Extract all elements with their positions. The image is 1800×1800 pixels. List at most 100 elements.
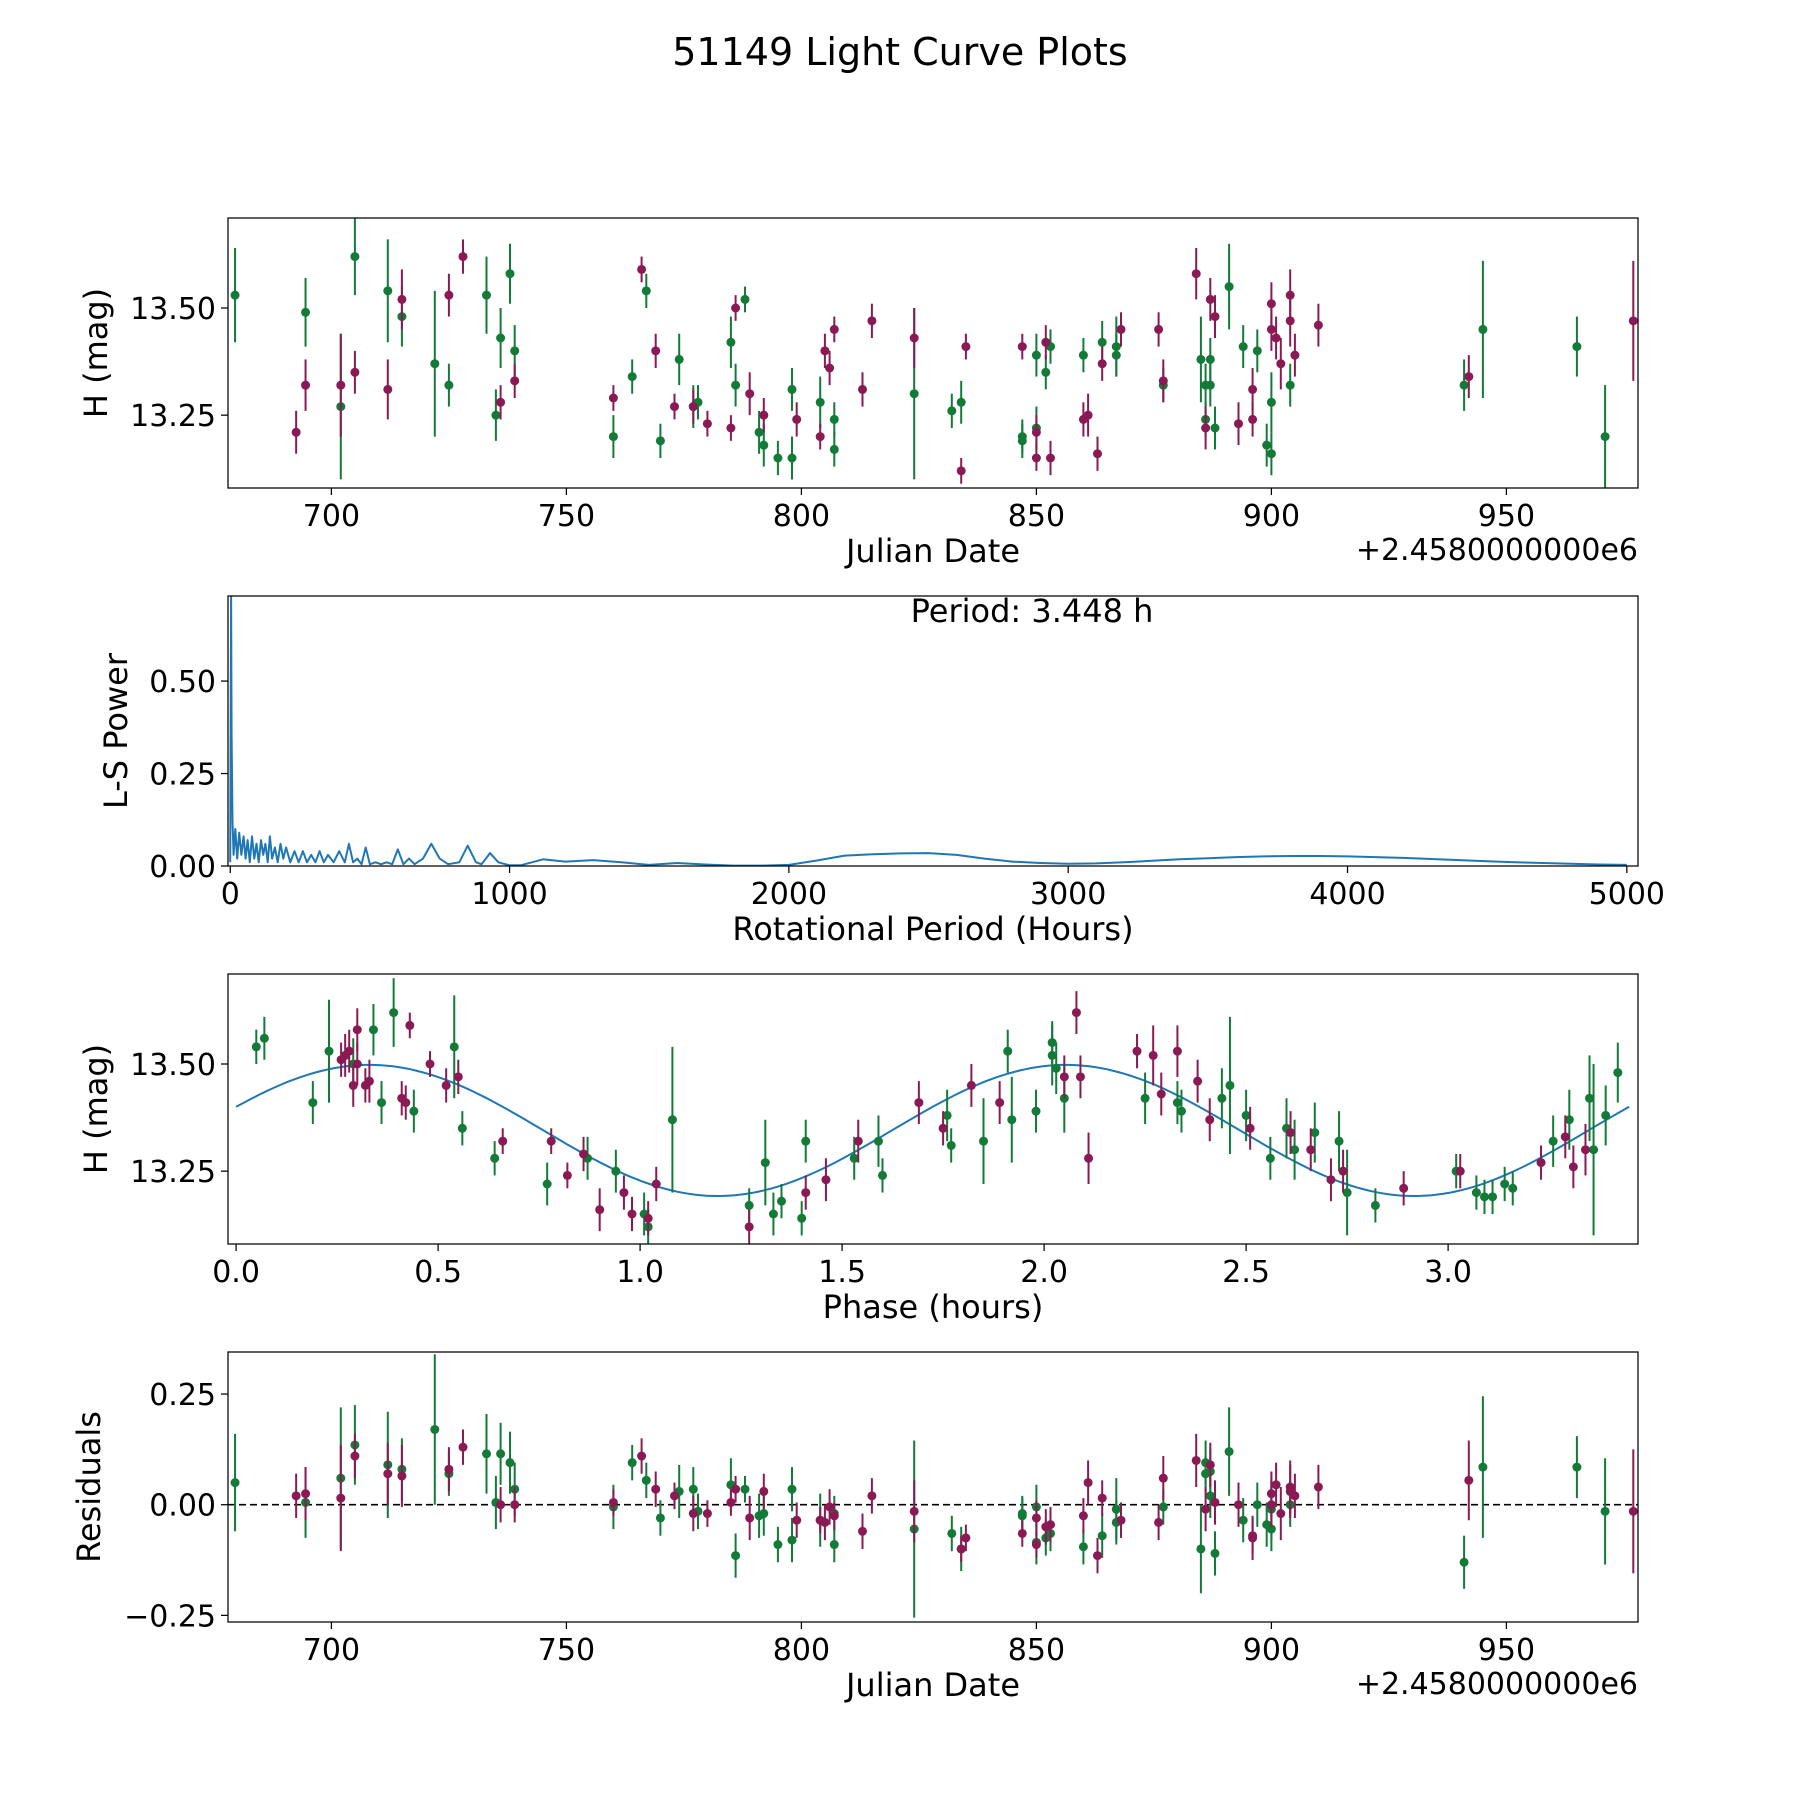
green-data-point	[877, 1170, 887, 1180]
green-data-point	[1097, 337, 1107, 347]
green-data-point	[731, 380, 741, 390]
green-data-point	[849, 1153, 859, 1163]
purple-data-point	[702, 1509, 712, 1519]
purple-data-point	[1046, 453, 1055, 463]
green-data-point	[1310, 1128, 1320, 1138]
purple-data-point	[1132, 1046, 1142, 1056]
purple-data-point	[731, 1484, 741, 1494]
purple-data-point	[1017, 342, 1027, 352]
purple-data-point	[820, 346, 830, 356]
phase-xtick-label: 0.0	[212, 1255, 260, 1290]
purple-data-point	[966, 1080, 976, 1090]
green-data-point	[667, 1115, 677, 1125]
green-data-point	[1370, 1200, 1380, 1210]
purple-data-point	[1266, 299, 1276, 309]
light-curve-ytick-label: 13.50	[130, 292, 216, 327]
periodogram-plot-area	[229, 596, 1627, 866]
green-data-point	[1158, 1502, 1168, 1512]
purple-data-point	[815, 432, 825, 442]
purple-data-point	[1205, 294, 1215, 304]
light-curve-xtick-label: 750	[538, 499, 595, 534]
periodogram-xlabel: Rotational Period (Hours)	[732, 910, 1133, 948]
green-data-point	[1205, 354, 1215, 364]
purple-data-point	[627, 1209, 637, 1219]
panel-phase: 0.0 0.5 1.0 1.5 2.0 2.5 3.0 13.25 13.50 Phase (h…	[77, 973, 1639, 1326]
purple-data-point	[1628, 1506, 1638, 1516]
purple-data-point	[352, 1059, 362, 1069]
green-data-point	[1601, 1110, 1611, 1120]
purple-data-point	[637, 1451, 647, 1461]
purple-data-point	[1093, 1551, 1102, 1561]
green-data-point	[368, 1025, 378, 1035]
green-data-point	[1224, 1447, 1234, 1457]
purple-data-point	[1245, 1123, 1255, 1133]
green-data-point	[1047, 1050, 1057, 1060]
green-data-point	[740, 1484, 750, 1494]
light-curve-plot-area	[230, 218, 1638, 488]
purple-data-point	[1313, 320, 1323, 330]
green-data-point	[505, 1458, 515, 1468]
purple-data-point	[1205, 1115, 1215, 1125]
green-data-point	[1205, 1491, 1215, 1501]
light-curve-xtick-label: 850	[1008, 499, 1065, 534]
purple-data-point	[350, 1451, 360, 1461]
purple-data-point	[1093, 449, 1102, 459]
purple-data-point	[825, 363, 835, 373]
green-data-point	[1007, 1115, 1017, 1125]
purple-data-point	[1266, 324, 1276, 334]
green-data-point	[491, 410, 501, 420]
green-data-point	[1224, 282, 1234, 292]
purple-data-point	[291, 427, 301, 437]
purple-data-point	[853, 1136, 863, 1146]
light-curve-offset-text: +2.4580000000e6	[1356, 533, 1638, 568]
residuals-ytick-label: 0.00	[149, 1489, 216, 1524]
purple-data-point	[1271, 333, 1281, 343]
purple-data-point	[1464, 372, 1474, 382]
green-data-point	[801, 1136, 811, 1146]
green-data-point	[787, 453, 797, 463]
purple-data-point	[702, 419, 712, 429]
periodogram-ticks: 0 1000 2000 3000 4000 5000 0.00 0.25 0.50	[149, 665, 1665, 912]
purple-data-point	[909, 333, 919, 343]
green-data-point	[259, 1033, 269, 1043]
green-data-point	[1548, 1136, 1558, 1146]
green-data-point	[627, 372, 637, 382]
purple-data-point	[745, 1513, 755, 1523]
phase-ylabel: H (mag)	[77, 1044, 115, 1174]
periodogram-ytick-label: 0.50	[149, 665, 216, 700]
green-data-point	[1479, 1192, 1489, 1202]
green-data-point	[873, 1136, 883, 1146]
purple-data-point	[348, 1080, 358, 1090]
green-data-point	[1334, 1136, 1344, 1146]
green-data-point	[490, 1153, 500, 1163]
green-data-point	[1600, 432, 1610, 442]
residuals-xtick-label: 950	[1478, 1633, 1535, 1668]
green-data-point	[496, 1449, 506, 1459]
purple-data-point	[1266, 1500, 1276, 1510]
green-data-point	[389, 1008, 399, 1018]
purple-data-point	[444, 1464, 454, 1474]
residuals-xtick-label: 700	[303, 1633, 360, 1668]
green-data-point	[324, 1046, 334, 1056]
purple-data-point	[651, 346, 661, 356]
purple-data-point	[1158, 1473, 1168, 1483]
green-data-point	[655, 1513, 665, 1523]
purple-data-point	[1290, 350, 1300, 360]
green-data-point	[760, 1158, 770, 1168]
green-data-point	[759, 1509, 769, 1519]
panel-residuals: 700 750 800 850 900 950 −0.25 0.00 0.25 Julian D…	[70, 1351, 1639, 1704]
green-data-point	[1342, 1188, 1352, 1198]
periodogram-ytick-label: 0.00	[149, 850, 216, 885]
purple-data-point	[651, 1179, 661, 1189]
green-data-point	[1500, 1179, 1510, 1189]
purple-data-point	[759, 410, 769, 420]
purple-data-point	[1075, 1072, 1085, 1082]
light-curve-xtick-label: 800	[773, 499, 830, 534]
green-data-point	[759, 440, 769, 450]
periodogram-line	[229, 596, 1627, 866]
green-data-point	[1225, 1080, 1235, 1090]
purple-data-point	[496, 1500, 506, 1510]
purple-data-point	[1399, 1183, 1409, 1193]
purple-data-point	[453, 1072, 463, 1082]
light-curve-ytick-label: 13.25	[130, 399, 216, 434]
